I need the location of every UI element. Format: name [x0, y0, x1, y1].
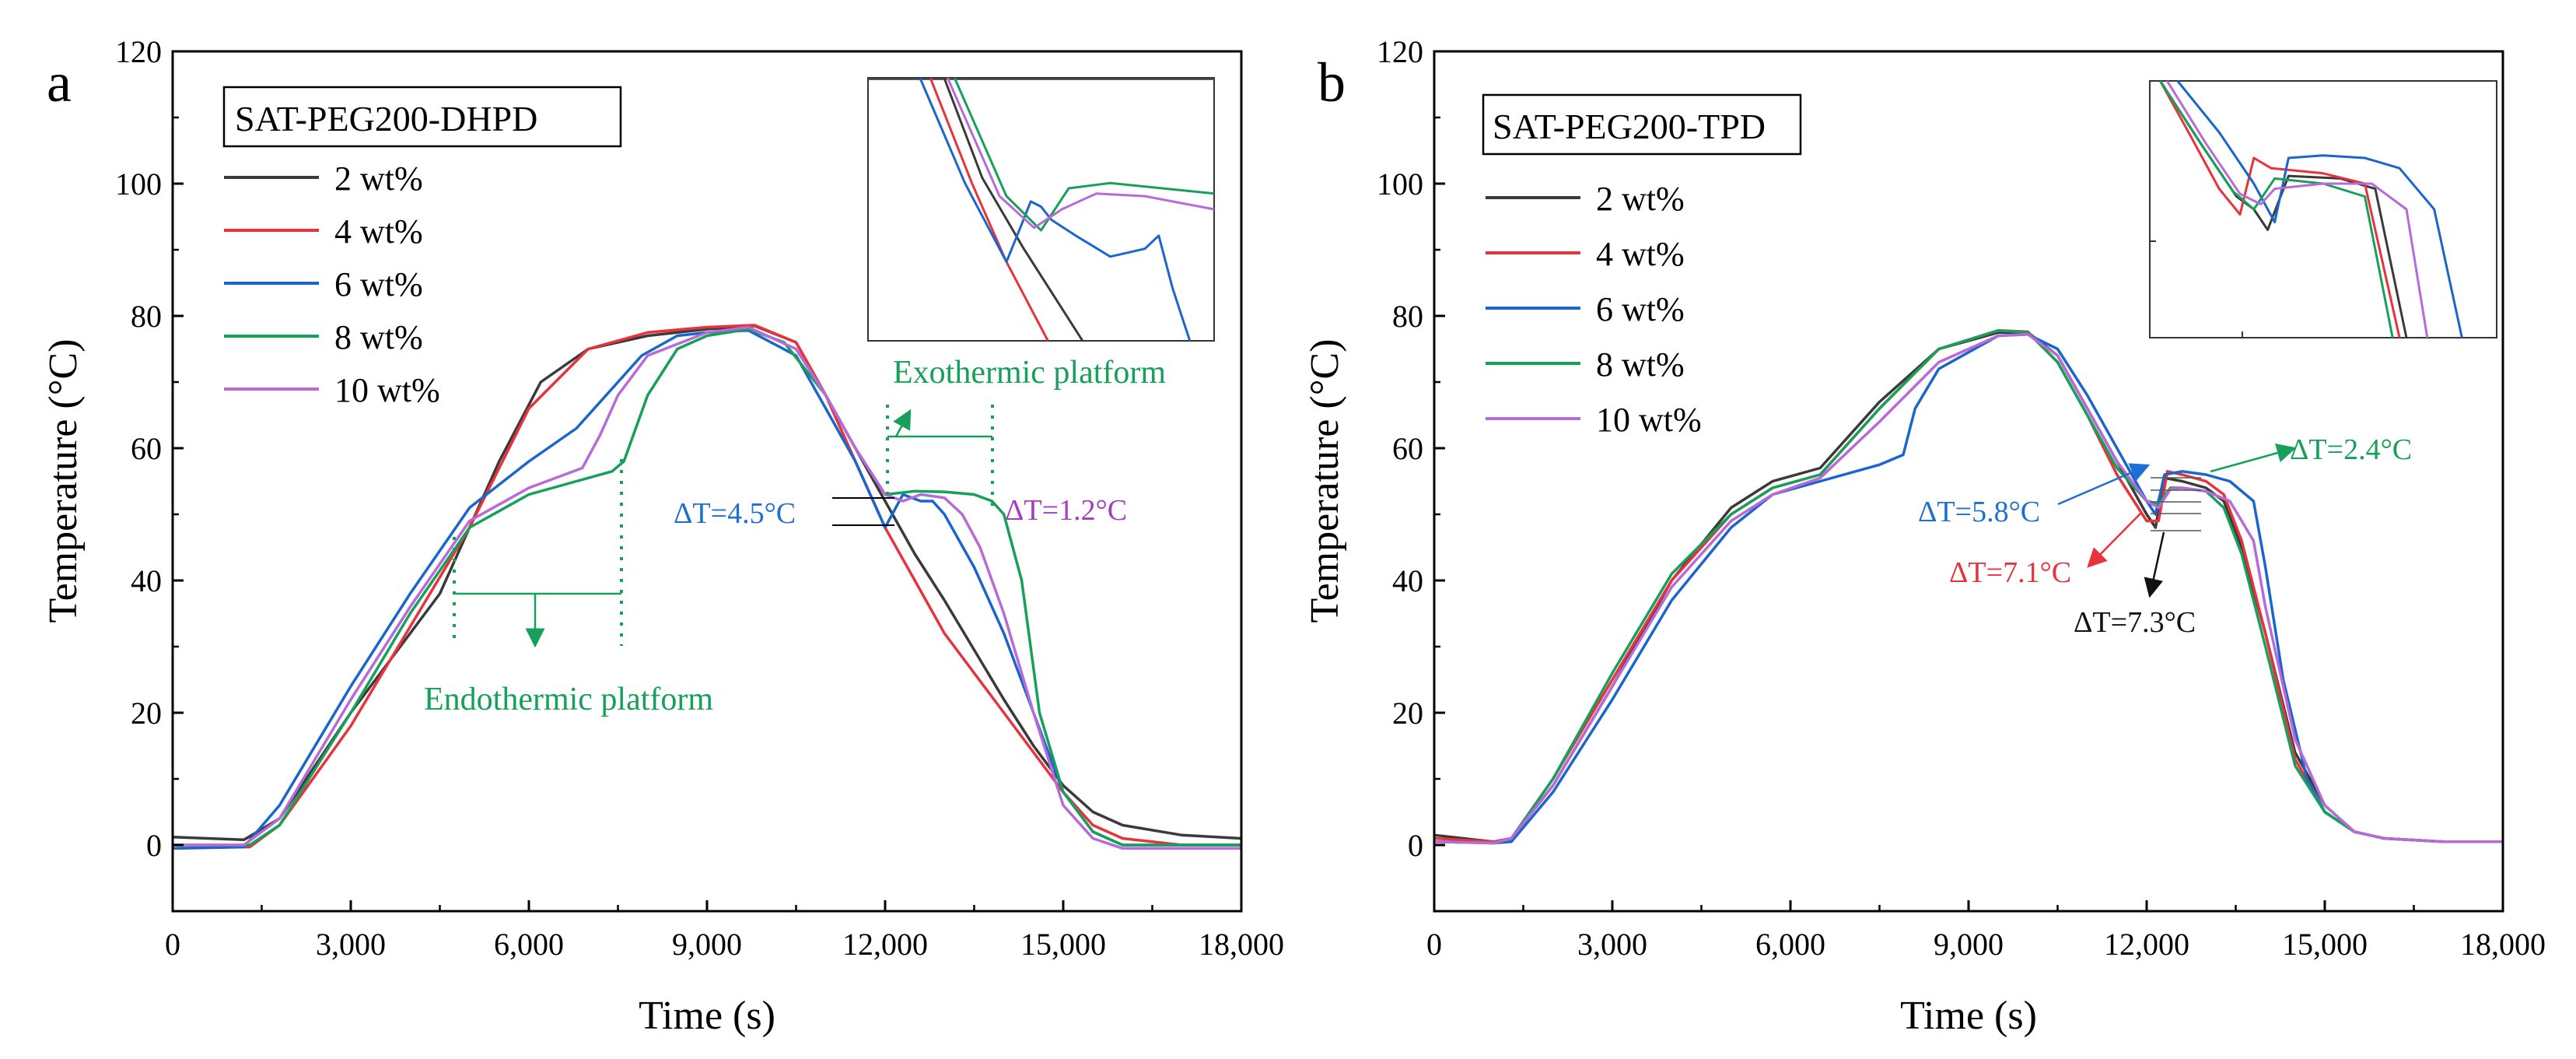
legend-b-label-8wt: 8 wt%: [1596, 345, 1685, 384]
panel-b-series-4wt: [1433, 328, 2503, 843]
panel-b-inset-frame: [2149, 80, 2497, 338]
panel-a: a 0 3,000 6,000 9,000 12,000 15,000 18,000 0 20 4…: [41, 34, 1284, 1038]
legend-b-label-4wt: 4 wt%: [1596, 235, 1685, 273]
panel-a-series-8wt: [173, 328, 1241, 847]
endothermic-annotation: Endothermic platform: [424, 459, 713, 717]
panel-b-ytick-label-3: 60: [1392, 431, 1423, 466]
panel-b-title-box: [1482, 93, 1802, 156]
panel-b-title: SAT-PEG200-TPD: [1493, 107, 1766, 146]
panel-a-label: a: [47, 51, 72, 114]
dt-left-label: ΔT=4.5°C: [674, 497, 796, 530]
panel-b-inset-series-6wt: [2176, 80, 2463, 338]
panel-b-ytick-label-1: 20: [1392, 696, 1423, 731]
panel-a-title: SAT-PEG200-DHPD: [235, 99, 537, 139]
panel-b-inset: [2149, 80, 2497, 338]
panel-a-inset-series-8wt: [953, 77, 1215, 232]
panel-a-title-box: [222, 86, 622, 148]
panel-a-series-6wt: [172, 328, 1241, 850]
panel-b-inset-series-4wt: [2159, 80, 2401, 338]
legend-b-label-10wt: 10 wt%: [1596, 401, 1702, 439]
endothermic-label: Endothermic platform: [424, 682, 713, 717]
exothermic-annotation: Exothermic platform: [886, 355, 1166, 514]
panel-a-xtick-label-6: 18,000: [1199, 927, 1284, 962]
exothermic-label: Exothermic platform: [893, 355, 1166, 391]
legend-label-4wt: 4 wt%: [334, 212, 423, 251]
panel-a-xtick-label-4: 12,000: [842, 927, 928, 962]
panel-a-inset-series-2wt: [943, 77, 1084, 342]
panel-b-xtick-label-5: 15,000: [2282, 927, 2368, 962]
panel-a-ytick-label-3: 60: [131, 431, 162, 466]
panel-a-ytick-label-5: 100: [115, 167, 162, 202]
panel-a-inset-series-4wt: [929, 77, 1049, 342]
panel-a-xtick-label-5: 15,000: [1020, 927, 1106, 962]
panel-a-xtick-label-2: 6,000: [494, 927, 564, 962]
panel-a-inset: [867, 77, 1215, 342]
panel-b-xlabel: Time (s): [1900, 994, 2037, 1038]
panel-a-xlabel: Time (s): [639, 994, 775, 1038]
panel-a-ticks: 0 3,000 6,000 9,000 12,000 15,000 18,000 0 20 40 6…: [115, 34, 1284, 962]
panel-a-xtick-label-1: 3,000: [316, 927, 386, 962]
panel-a-inset-series-6wt: [919, 77, 1192, 342]
legend-label-8wt: 8 wt%: [334, 318, 423, 356]
panel-b: b 0 3,000 6,000 9,000 12,000 15,000 18,000 0 20 4…: [1303, 34, 2546, 1038]
dt-black-label: ΔT=7.3°C: [2074, 606, 2196, 639]
dt-right-label: ΔT=1.2°C: [1005, 494, 1127, 527]
panel-b-ylabel: Temperature (°C): [1303, 338, 1347, 622]
legend-b-label-2wt: 2 wt%: [1596, 180, 1685, 218]
panel-a-xtick-label-0: 0: [165, 927, 180, 962]
panel-b-xtick-label-4: 12,000: [2104, 927, 2189, 962]
panel-b-xtick-label-0: 0: [1426, 927, 1442, 962]
panel-b-ytick-label-4: 80: [1392, 299, 1423, 334]
panel-b-ticks: 0 3,000 6,000 9,000 12,000 15,000 18,000 0 20 40 6…: [1377, 34, 2546, 962]
panel-a-legend: 2 wt% 4 wt% 6 wt% 8 wt% 10 wt%: [224, 160, 440, 409]
dt-black-arrow: [2144, 531, 2165, 598]
exo-arrow: [893, 409, 912, 437]
panel-a-series-10wt: [173, 325, 1241, 850]
panel-a-ytick-label-1: 20: [131, 696, 162, 731]
dt-red-label: ΔT=7.1°C: [1949, 556, 2071, 589]
panel-b-ytick-label-6: 120: [1377, 34, 1423, 69]
panel-b-inset-series-10wt: [2166, 80, 2429, 338]
panel-a-inset-frame: [867, 77, 1215, 342]
legend-label-6wt: 6 wt%: [334, 265, 423, 303]
panel-b-series-10wt: [1433, 333, 2503, 845]
panel-a-ytick-label-4: 80: [131, 299, 162, 334]
panel-b-inset-series-8wt: [2159, 80, 2394, 338]
panel-b-series: [1433, 328, 2503, 845]
panel-a-ylabel: Temperature (°C): [41, 338, 86, 622]
panel-b-inset-series: [2159, 80, 2463, 338]
panel-b-label: b: [1318, 51, 1346, 114]
panel-b-xtick-label-3: 9,000: [1934, 927, 2004, 962]
panel-a-series-2wt: [172, 324, 1242, 841]
dt-green-arrow: [2210, 443, 2297, 473]
dt-blue-label: ΔT=5.8°C: [1918, 496, 2040, 528]
panel-b-deltaT: ΔT=5.8°C ΔT=2.4°C ΔT=7.1°C ΔT=7.3°C: [1918, 433, 2412, 639]
panel-b-xtick-label-1: 3,000: [1577, 927, 1647, 962]
panel-b-legend: 2 wt% 4 wt% 6 wt% 8 wt% 10 wt%: [1486, 180, 1702, 439]
dt-green-label: ΔT=2.4°C: [2290, 433, 2412, 466]
dt-blue-arrow: [2057, 463, 2151, 506]
panel-a-inset-series-10wt: [946, 77, 1215, 230]
dt-red-arrow: [2087, 513, 2141, 568]
legend-label-10wt: 10 wt%: [334, 371, 440, 409]
panel-b-xtick-label-2: 6,000: [1755, 927, 1825, 962]
panel-a-series: [172, 324, 1242, 850]
panel-a-ytick-label-2: 40: [131, 563, 162, 598]
panel-b-ytick-label-0: 0: [1408, 828, 1423, 863]
panel-a-deltaT: ΔT=4.5°C ΔT=1.2°C: [674, 494, 1127, 530]
panel-b-ytick-label-2: 40: [1392, 563, 1423, 598]
panel-b-ytick-label-5: 100: [1377, 167, 1423, 202]
panel-a-inset-series: [919, 77, 1215, 342]
panel-b-series-8wt: [1433, 328, 2503, 845]
legend-label-2wt: 2 wt%: [334, 160, 423, 198]
panel-a-series-4wt: [172, 324, 1241, 850]
panel-a-ytick-label-6: 120: [115, 34, 162, 69]
panel-a-ytick-label-0: 0: [146, 828, 162, 863]
legend-b-label-6wt: 6 wt%: [1596, 290, 1685, 328]
panel-b-xtick-label-6: 18,000: [2460, 927, 2546, 962]
panel-a-xtick-label-3: 9,000: [672, 927, 742, 962]
